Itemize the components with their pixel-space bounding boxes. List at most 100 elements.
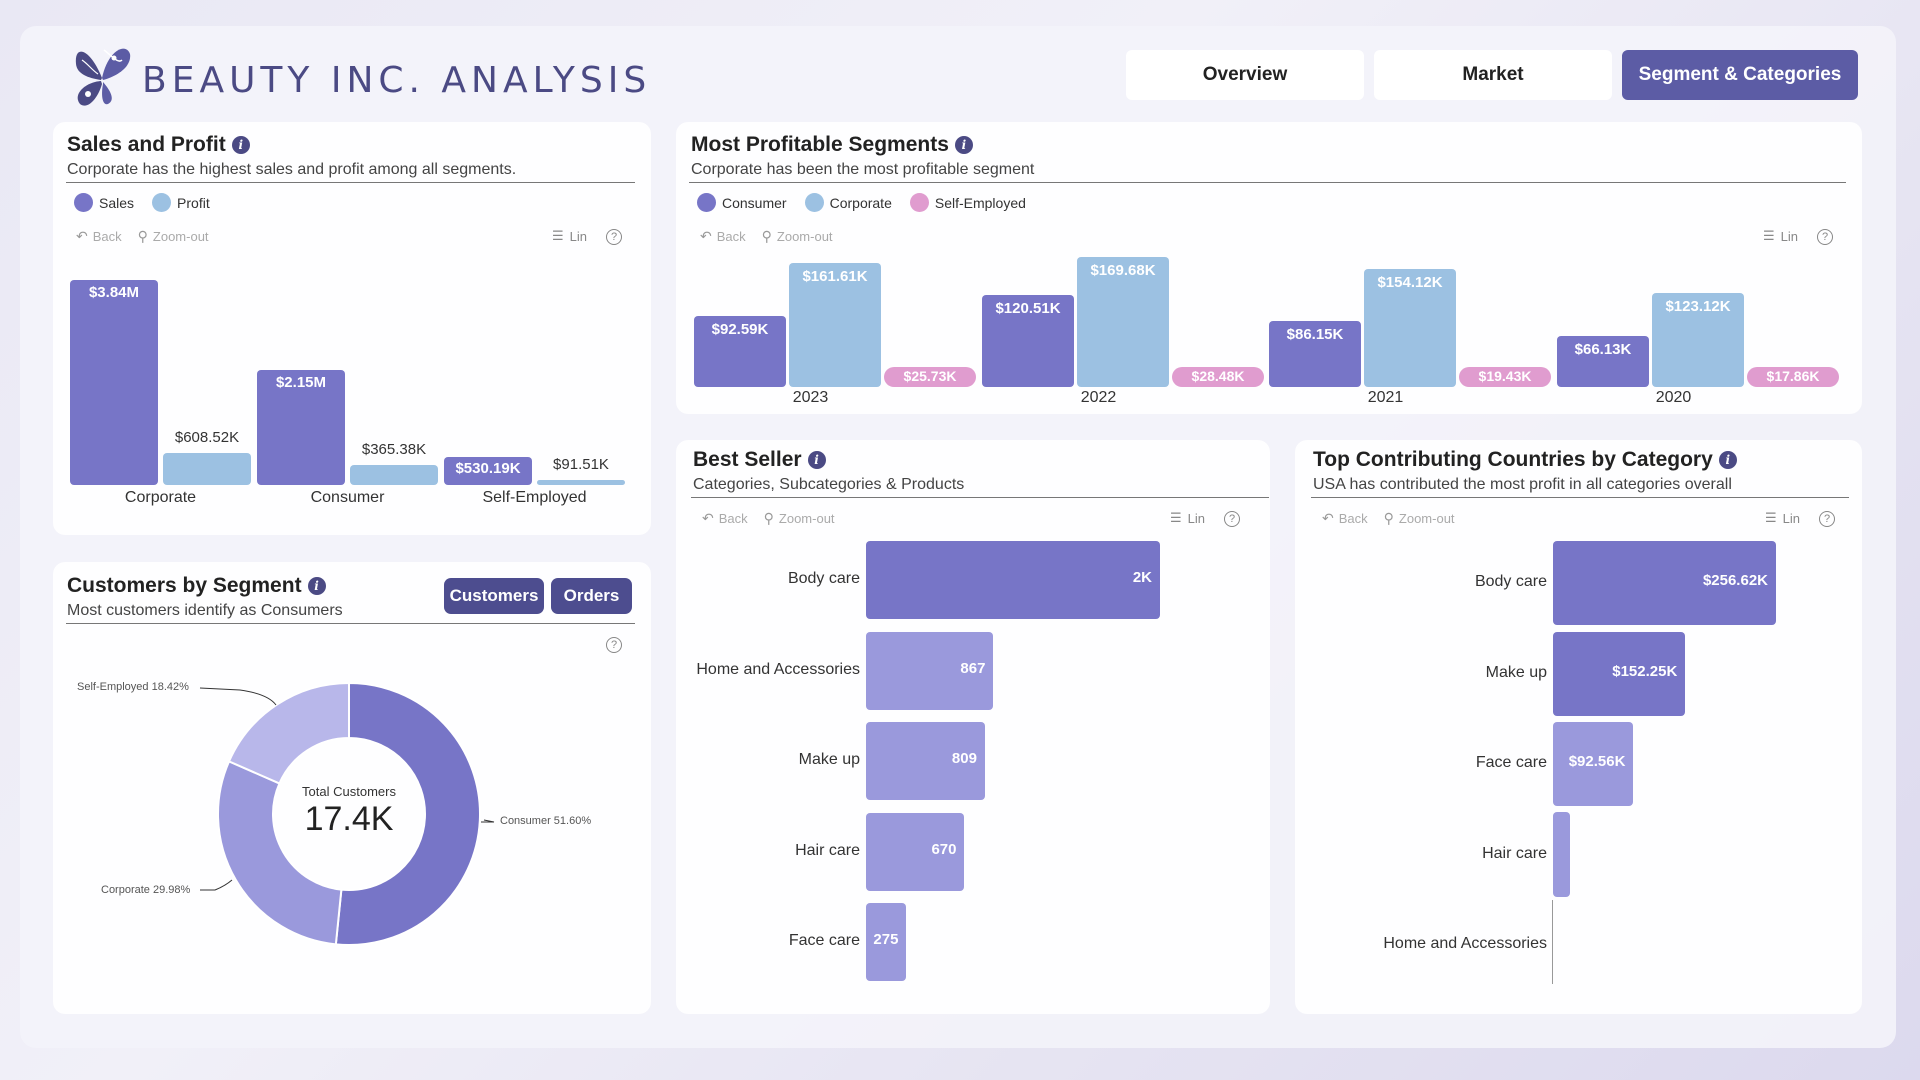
data-label: 809 [951,750,977,767]
data-label: $28.48K [1191,368,1245,384]
axis-tick-label: Body care [787,570,860,587]
back-arrow-icon: ↶ [76,228,88,244]
data-label: $608.52K [174,428,240,446]
bar [694,316,786,387]
zoom-out-icon: ⚲ [761,228,772,244]
legend-dot [74,193,93,212]
sales-profit-title-text: Sales and Profit [67,133,226,156]
legend-item-self-employed: Self-Employed [909,193,1026,212]
bar [537,480,625,485]
legend-item-sales: Sales [74,193,134,212]
axis-tick-label: Consumer [310,489,385,506]
bar [866,722,985,800]
data-label: 2K [1132,569,1152,586]
legend-dot [804,193,824,212]
axis-tick-label: Home and Accessories [696,660,860,678]
bar [1553,812,1570,894]
zoom-out-label: Zoom-out [778,511,835,526]
lin-button[interactable]: ☰ Lin [1765,510,1800,526]
bar [982,294,1074,387]
data-label: $120.51K [995,299,1061,317]
back-arrow-icon: ↶ [702,510,714,526]
lin-button[interactable]: ☰ Lin [1763,228,1798,244]
data-label: $161.61K [802,268,868,286]
bar [1557,336,1649,387]
data-label: $169.68K [1090,262,1156,279]
data-label: $19.43K [1478,368,1532,384]
legend-item-profit: Profit [152,193,210,212]
sales-profit-subtitle: Corporate has the highest sales and prof… [67,161,517,178]
data-label: $92.59K [711,321,769,339]
donut-slice-label: Corporate 29.98% [101,884,191,896]
list-icon: ☰ [552,228,564,243]
divider [689,182,1846,183]
back-button[interactable]: ↶ Back [1322,510,1368,527]
legend-label: Sales [99,194,135,211]
legend-dot [152,193,172,212]
legend-item-corporate: Corporate [804,193,892,212]
data-label: 867 [960,659,986,677]
zoom-out-label: Zoom-out [152,229,209,244]
lin-label: Lin [1187,510,1206,526]
back-button[interactable]: ↶ Back [700,228,746,245]
best-seller-title: Best Seller i [693,448,826,472]
sales-profit-legend: Sales Profit [74,193,228,212]
back-button[interactable]: ↶ Back [702,510,748,527]
best-seller-subtitle: Categories, Subcategories & Products [693,476,965,493]
top-countries-title-text: Top Contributing Countries by Category [1313,448,1713,471]
bar [444,456,532,485]
customers-button[interactable]: Customers [444,578,544,614]
zoom-out-button[interactable]: ⚲ Zoom-out [1384,510,1455,527]
info-icon[interactable]: i [231,136,250,154]
data-label: $25.73K [903,368,957,384]
data-label: 670 [931,840,957,858]
bar [866,541,1160,619]
data-label: $123.12K [1665,297,1731,315]
chart-toolbar: ↶ Back ⚲ Zoom-out [700,228,849,245]
data-label: $92.56K [1568,753,1626,770]
data-label: $256.62K [1702,572,1768,589]
zoom-out-button[interactable]: ⚲ Zoom-out [138,228,209,245]
orders-button[interactable]: Orders [551,578,632,614]
bar [257,370,345,485]
zoom-out-icon: ⚲ [137,228,148,244]
back-label: Back [1338,511,1368,526]
info-icon[interactable]: i [1718,451,1737,469]
zoom-out-button[interactable]: ⚲ Zoom-out [764,510,835,527]
info-icon[interactable]: i [807,451,826,469]
tab-overview[interactable]: Overview [1126,50,1364,100]
bar [350,465,438,485]
divider [1311,497,1849,498]
profitable-segments-subtitle: Corporate has been the most profitable s… [691,161,1035,178]
tab-segment-categories[interactable]: Segment & Categories [1622,50,1858,100]
lin-label: Lin [1782,510,1801,526]
zoom-out-button[interactable]: ⚲ Zoom-out [762,228,833,245]
zoom-out-icon: ⚲ [1383,510,1394,526]
data-label: $365.38K [361,441,427,459]
back-label: Back [718,511,748,526]
help-icon[interactable]: ? [1817,229,1833,245]
tab-market[interactable]: Market [1374,50,1612,100]
bar [866,812,965,891]
axis-tick-label: 2022 [1080,389,1117,406]
info-icon[interactable]: i [307,577,326,595]
donut-slice-label: Self-Employed 18.42% [77,681,189,693]
profitable-segments-legend: Consumer Corporate Self-Employed [697,193,1044,212]
lin-button[interactable]: ☰ Lin [1170,510,1205,526]
back-button[interactable]: ↶ Back [76,228,122,245]
bar [1269,320,1361,387]
help-icon[interactable]: ? [1819,511,1835,527]
help-icon[interactable]: ? [606,637,622,653]
bar [1459,367,1551,387]
help-icon[interactable]: ? [606,229,622,245]
lin-button[interactable]: ☰ Lin [552,228,587,244]
donut-center-value: 17.4K [304,800,394,838]
legend-item-consumer: Consumer [697,193,787,212]
butterfly-logo-icon [75,48,131,106]
help-icon[interactable]: ? [1224,511,1240,527]
axis-tick-label: Corporate [124,489,197,506]
donut-slice-label: Consumer 51.60% [500,815,592,827]
chart-toolbar: ↶ Back ⚲ Zoom-out [76,228,225,245]
axis-tick-label: Make up [798,751,860,768]
info-icon[interactable]: i [954,136,973,154]
